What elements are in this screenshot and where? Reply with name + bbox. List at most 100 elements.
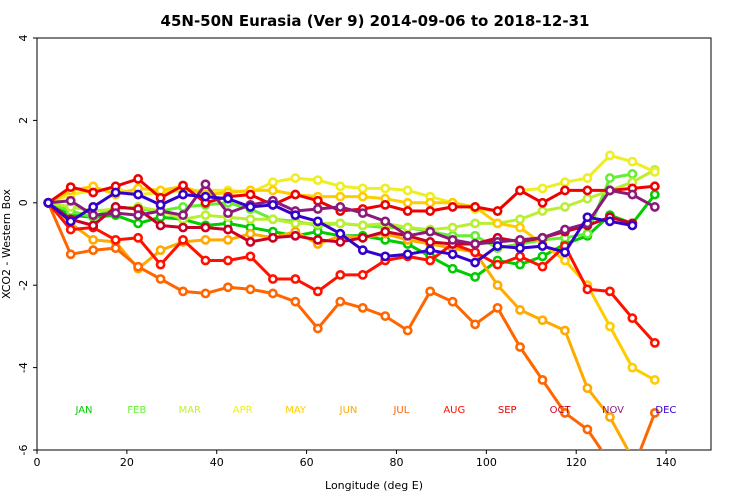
legend-label: MAR: [179, 405, 201, 416]
data-point: [335, 237, 346, 247]
data-point: [627, 189, 638, 200]
y-tick-label: -2: [17, 280, 30, 291]
data-point: [402, 325, 413, 336]
data-point: [88, 210, 99, 221]
data-point: [133, 174, 143, 184]
series-dec: [43, 187, 638, 268]
y-tick-label: 4: [17, 35, 30, 42]
data-point: [155, 220, 166, 231]
data-point: [492, 241, 503, 251]
data-point: [65, 224, 76, 235]
data-point: [110, 243, 121, 254]
data-point: [357, 302, 368, 313]
data-point: [627, 313, 638, 324]
data-point: [537, 206, 548, 216]
data-point: [627, 220, 638, 231]
data-point: [223, 282, 233, 293]
plot-area-frame: [36, 37, 712, 451]
legend-label: FEB: [127, 405, 146, 416]
data-point: [357, 183, 368, 194]
y-tick-label: -4: [17, 362, 30, 373]
data-point: [492, 259, 503, 270]
x-tick-label: 0: [34, 456, 41, 469]
series-line: [47, 168, 656, 232]
data-point: [200, 191, 211, 202]
data-point: [357, 245, 368, 256]
data-point: [605, 150, 615, 161]
data-point: [200, 210, 211, 221]
y-tick-label: -6: [17, 445, 30, 456]
data-point: [223, 224, 233, 235]
data-point: [312, 286, 323, 297]
data-point: [470, 272, 480, 282]
data-point: [582, 383, 593, 394]
data-point: [335, 296, 346, 307]
data-point: [335, 202, 346, 212]
data-point: [402, 197, 413, 208]
data-point: [245, 214, 256, 225]
legend-label: JUN: [339, 405, 358, 416]
series-layer: [43, 150, 660, 474]
data-point: [649, 181, 660, 192]
axis-ticks: 0 20 40 60 80 100 120 140 -6 -4 -2 0 2 4: [17, 35, 677, 470]
data-point: [629, 455, 636, 462]
data-point: [492, 302, 503, 313]
data-point: [312, 204, 323, 214]
data-point: [312, 234, 323, 245]
data-point: [470, 319, 480, 330]
data-point: [425, 197, 436, 208]
series-line: [48, 182, 656, 246]
data-point: [515, 214, 525, 225]
x-tick-label: 120: [566, 456, 587, 469]
chart-title: 45N-50N Eurasia (Ver 9) 2014-09-06 to 20…: [161, 12, 590, 30]
data-point: [649, 189, 660, 200]
data-point: [425, 286, 436, 297]
data-point: [178, 234, 188, 245]
data-point: [560, 247, 570, 258]
x-tick-label: 20: [120, 456, 134, 469]
data-point: [492, 218, 503, 229]
data-point: [335, 181, 346, 192]
data-point: [88, 234, 99, 245]
data-point: [582, 193, 593, 204]
data-point: [178, 286, 188, 297]
data-point: [290, 274, 301, 284]
data-point: [133, 218, 143, 229]
data-point: [88, 202, 99, 212]
data-point: [515, 234, 525, 245]
data-point: [606, 459, 613, 466]
data-point: [267, 185, 278, 196]
data-point: [402, 222, 413, 233]
data-point: [515, 222, 525, 233]
data-point: [133, 210, 143, 221]
data-point: [537, 197, 548, 208]
data-point: [335, 269, 346, 280]
series-sep: [43, 174, 660, 216]
x-tick-label: 100: [476, 456, 497, 469]
data-point: [629, 467, 636, 474]
data-point: [133, 232, 143, 243]
data-point: [312, 216, 323, 227]
data-point: [470, 218, 480, 229]
data-point: [223, 255, 233, 266]
data-point: [357, 208, 368, 218]
data-point: [447, 222, 458, 233]
data-point: [380, 311, 391, 321]
data-point: [649, 202, 660, 212]
data-point: [560, 255, 570, 266]
data-point: [200, 222, 211, 233]
data-point: [335, 228, 346, 239]
data-point: [605, 286, 615, 297]
data-point: [425, 206, 436, 216]
data-point: [537, 232, 548, 243]
data-point: [88, 245, 99, 256]
data-point: [447, 263, 458, 274]
data-point: [537, 375, 548, 385]
data-point: [65, 216, 76, 227]
data-point: [357, 232, 368, 243]
data-point: [335, 191, 346, 202]
data-point: [357, 191, 368, 202]
data-point: [627, 156, 638, 167]
data-point: [267, 288, 278, 299]
data-point: [133, 261, 143, 272]
